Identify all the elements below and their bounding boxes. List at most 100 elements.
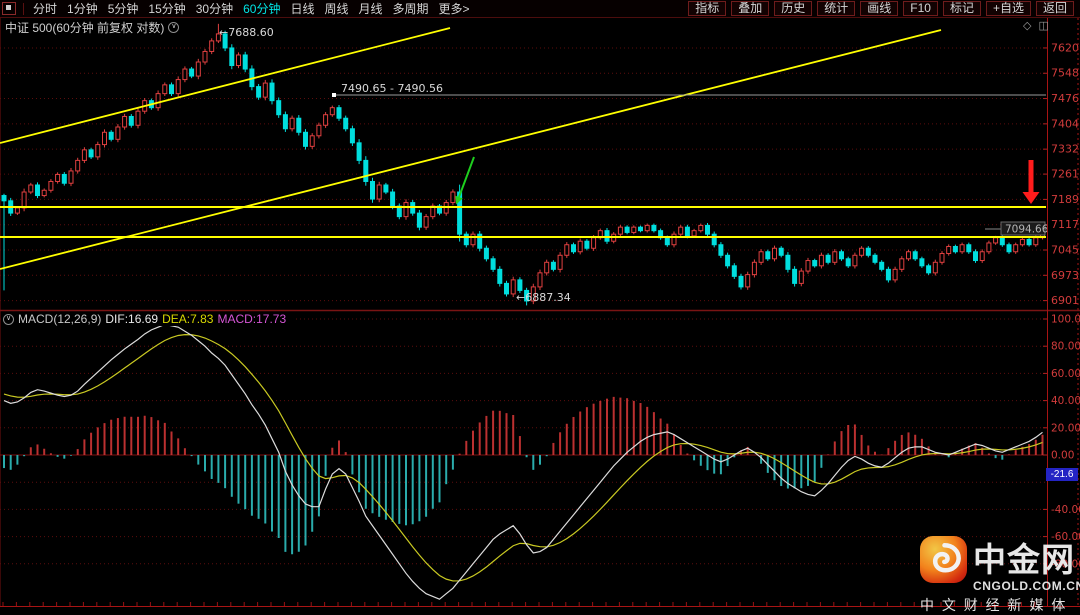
- candle-body: [195, 61, 201, 77]
- toolbar-button[interactable]: +自选: [985, 1, 1031, 16]
- candle-body: [423, 216, 429, 228]
- candle-body: [41, 189, 47, 197]
- symbol-title-row: 中证 500(60分钟 前复权 对数) ∨: [5, 19, 180, 36]
- candle-body: [108, 131, 114, 140]
- period-tab[interactable]: 多周期: [392, 2, 429, 16]
- y-axis-label: 7117: [1051, 218, 1079, 231]
- y-axis-label: 7261: [1051, 168, 1079, 181]
- y-axis-label: 7189: [1051, 193, 1079, 206]
- toolbar-button[interactable]: 历史: [774, 1, 813, 16]
- candle-body: [765, 251, 771, 260]
- candle-body: [309, 135, 315, 147]
- candle-body: [276, 100, 282, 116]
- price-annotation: 7490.65 - 7490.56: [341, 82, 443, 95]
- candle-body: [859, 247, 865, 256]
- candle-body: [215, 33, 221, 42]
- candle-body: [872, 254, 878, 263]
- candle-body: [731, 265, 737, 277]
- candle-body: [61, 173, 67, 184]
- toolbar-button[interactable]: 叠加: [731, 1, 770, 16]
- period-tab[interactable]: 更多>: [438, 2, 470, 16]
- candle-body: [852, 254, 858, 267]
- candle-body: [1026, 238, 1032, 246]
- candle-body: [383, 184, 389, 193]
- candle-body: [973, 251, 978, 262]
- candle-body: [356, 142, 362, 161]
- candle-body: [792, 268, 798, 284]
- candle-body: [524, 289, 530, 302]
- candle-body: [1, 195, 7, 202]
- candle-body: [169, 84, 174, 95]
- candle-body: [798, 270, 804, 284]
- candle-body: [483, 247, 489, 260]
- candle-body: [785, 254, 791, 270]
- candle-body: [832, 251, 838, 263]
- candle-body: [135, 110, 141, 126]
- candle-body: [584, 240, 590, 249]
- indicator-dropdown-icon[interactable]: ∨: [3, 313, 14, 325]
- candle-body: [102, 131, 107, 146]
- y-axis-label: 7548: [1051, 67, 1079, 80]
- trendline: [0, 29, 942, 270]
- candle-body: [1006, 244, 1012, 253]
- split-pane-icon[interactable]: ◫: [1038, 20, 1049, 32]
- price-annotation: ←7688.60: [219, 26, 274, 39]
- candle-body: [1033, 237, 1039, 246]
- candle-body: [336, 107, 342, 119]
- candle-body: [450, 191, 456, 204]
- candle-body: [316, 124, 322, 137]
- candle-body: [242, 54, 248, 70]
- y-axis-label: 7332: [1051, 143, 1079, 156]
- candle-body: [557, 254, 563, 270]
- candle-body: [698, 224, 704, 232]
- period-tab[interactable]: 日线: [290, 2, 315, 16]
- candle-body: [879, 261, 885, 270]
- candle-body: [839, 251, 844, 260]
- candle-body: [550, 261, 556, 270]
- candle-body: [537, 272, 543, 288]
- candle-body: [993, 237, 999, 244]
- pane-controls: ◇ ◫: [1019, 19, 1049, 32]
- candle-body: [577, 240, 583, 253]
- candle-body: [738, 275, 744, 288]
- toolbar: 分时 1分钟 5分钟 15分钟 30分钟 60分钟 日线 周线 月线 多周期 更多> 指标 叠加 历史统…: [0, 0, 1080, 18]
- candle-body: [745, 274, 751, 288]
- period-tab[interactable]: 月线: [358, 2, 383, 16]
- toolbar-button[interactable]: 画线: [860, 1, 899, 16]
- candle-body: [999, 237, 1005, 246]
- period-tab[interactable]: 60分钟: [243, 2, 281, 16]
- page-title: 中证 500(60分钟 前复权 对数): [5, 21, 165, 35]
- period-tab[interactable]: 1分钟: [67, 2, 98, 16]
- period-tab[interactable]: 分时: [33, 2, 58, 16]
- candle-body: [349, 128, 355, 144]
- candle-body: [75, 159, 81, 172]
- dea-line: [3, 334, 1043, 582]
- candle-body: [343, 117, 349, 130]
- candle-body: [684, 226, 690, 237]
- candle-body: [564, 244, 570, 256]
- candle-body: [691, 230, 697, 237]
- green-arrow-head-icon: [455, 195, 463, 205]
- diamond-icon[interactable]: ◇: [1023, 20, 1032, 32]
- candle-body: [497, 268, 503, 284]
- red-arrow-head-icon: [1022, 192, 1040, 204]
- candle-body: [81, 149, 87, 161]
- toolbar-button[interactable]: 统计: [817, 1, 856, 16]
- toolbar-button[interactable]: F10: [903, 1, 938, 16]
- period-tab[interactable]: 15分钟: [148, 2, 186, 16]
- period-tab[interactable]: 30分钟: [195, 2, 234, 16]
- period-tab[interactable]: 周线: [324, 2, 349, 16]
- period-tab[interactable]: 5分钟: [107, 2, 139, 16]
- macd-axis-label: 100.0: [1051, 314, 1080, 326]
- window-icon[interactable]: [2, 2, 16, 15]
- y-axis-label: 7620: [1051, 41, 1079, 54]
- chevron-down-icon[interactable]: ∨: [168, 22, 180, 33]
- toolbar-button[interactable]: 返回: [1035, 1, 1074, 16]
- candle-body: [638, 226, 643, 232]
- toolbar-button[interactable]: 指标: [688, 1, 727, 16]
- price-tag-value: 7094.66: [1005, 224, 1049, 236]
- toolbar-button[interactable]: 标记: [942, 1, 981, 16]
- candle-body: [671, 233, 677, 246]
